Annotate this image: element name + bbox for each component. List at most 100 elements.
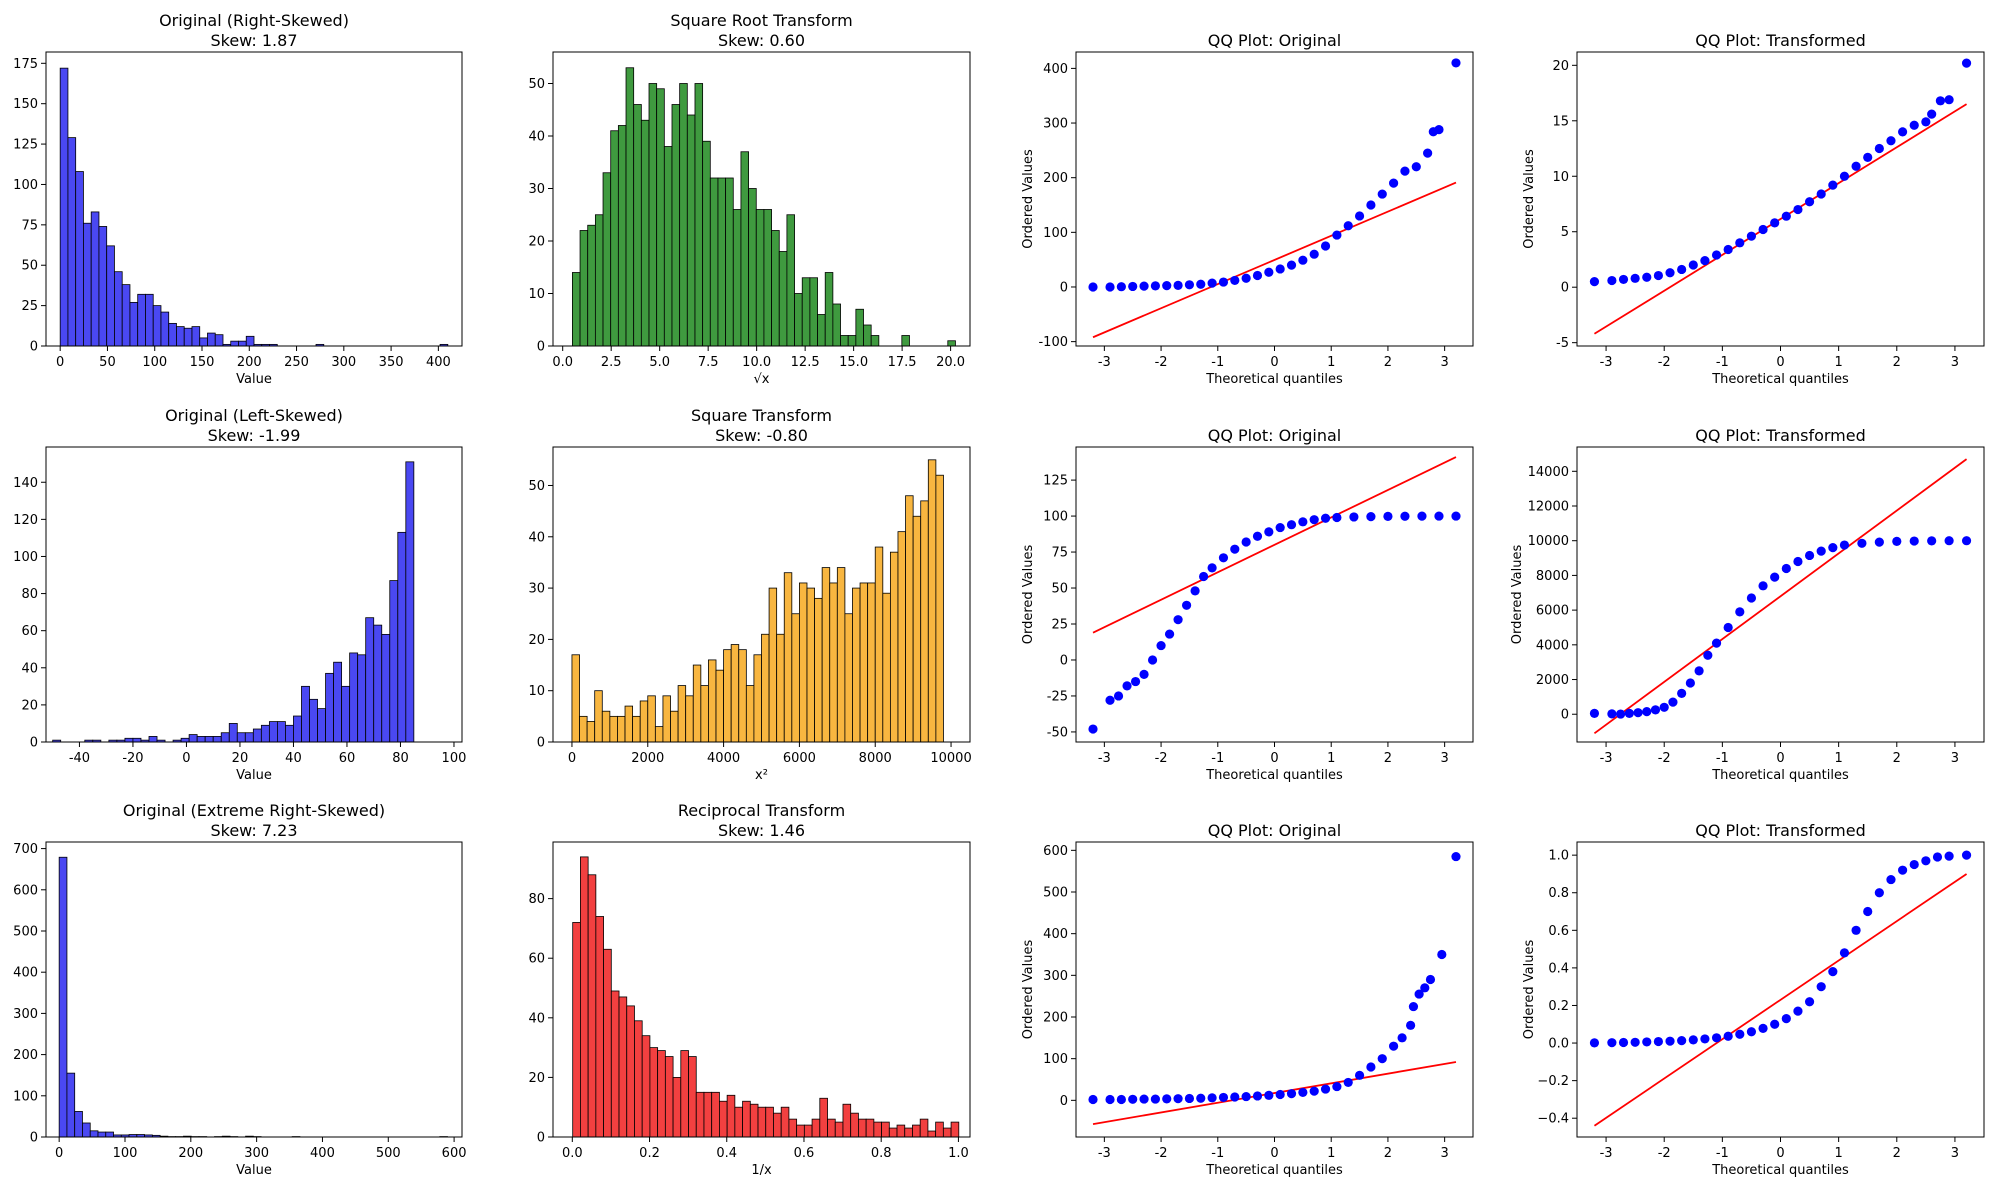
histogram-bar — [874, 546, 884, 743]
y-tick-label: 75 — [1051, 546, 1068, 561]
qq-point — [1408, 1001, 1419, 1012]
histogram-bar — [317, 708, 326, 743]
qq-point — [1944, 95, 1954, 105]
x-tick-label: -3 — [1600, 751, 1613, 766]
x-tick-label: 60 — [339, 751, 356, 766]
histogram-bar — [285, 724, 294, 743]
qq-point — [1190, 586, 1200, 596]
histogram-bar — [641, 1035, 651, 1138]
qq-point — [1618, 274, 1629, 285]
qq-point — [1723, 1031, 1733, 1041]
x-tick-label: 200 — [237, 355, 262, 370]
qq-point — [1389, 1041, 1399, 1051]
chart-panel-5: -40 -20 0 20 40 60 80 100 0 20 40 60 80 100 120 140 Valu… — [13, 406, 466, 783]
histogram-bar — [617, 125, 627, 347]
qq-point — [1400, 166, 1410, 176]
axes-frame — [552, 446, 971, 743]
x-tick-label: 0 — [1270, 355, 1278, 370]
qq-point — [1207, 563, 1217, 573]
qq-point — [1909, 120, 1919, 130]
qq-point — [1863, 906, 1873, 917]
x-tick-label: 2 — [1384, 1146, 1392, 1161]
histogram-bar — [389, 580, 399, 743]
axes-frame — [1576, 841, 1985, 1138]
y-tick-label: 75 — [21, 218, 38, 233]
qq-point — [1630, 273, 1640, 283]
histogram-bar — [152, 305, 162, 347]
y-tick-label: 100 — [13, 1089, 38, 1104]
x-tick-label: 10.0 — [742, 355, 771, 370]
qq-point — [1758, 1023, 1768, 1033]
histogram-bar — [624, 705, 634, 743]
qq-point — [1366, 1062, 1376, 1072]
qq-point — [1828, 967, 1838, 977]
histogram-bar — [873, 1121, 882, 1138]
y-tick-label: 10 — [528, 287, 545, 302]
histogram-bar — [771, 230, 780, 347]
histogram-bar — [571, 272, 581, 347]
qq-point — [1122, 681, 1132, 691]
y-tick-label: 300 — [13, 1007, 38, 1022]
x-tick-label: 8000 — [859, 751, 892, 766]
qq-point — [1173, 280, 1183, 290]
histogram-bar — [639, 700, 649, 743]
chart-title: Original (Extreme Right-Skewed) — [123, 801, 385, 820]
histogram-bar — [114, 271, 123, 347]
chart-panel-10: 0.0 0.2 0.4 0.6 0.8 1.0 0 20 40 60 80 1/x Reciprocal… — [528, 801, 971, 1178]
y-tick-label: 200 — [13, 1048, 38, 1063]
histogram-bar — [220, 732, 230, 743]
histogram-bar — [734, 1106, 743, 1138]
histogram-bar — [695, 1091, 705, 1138]
x-tick-label: 50 — [99, 355, 116, 370]
histogram-bar — [579, 230, 589, 347]
histogram-bar — [106, 245, 115, 347]
qq-point — [1688, 1035, 1698, 1045]
qq-point — [1927, 536, 1937, 546]
qq-point — [1241, 1091, 1251, 1102]
histogram-bar — [834, 1121, 844, 1138]
qq-point — [1173, 615, 1183, 625]
histogram-bar — [207, 332, 216, 347]
qq-point — [1343, 1077, 1353, 1088]
histogram-bar — [586, 721, 596, 743]
chart-subtitle: Skew: -0.80 — [715, 426, 808, 445]
qq-point — [1275, 1089, 1285, 1100]
qq-point — [1309, 515, 1319, 525]
x-tick-label: 0.8 — [871, 1146, 892, 1161]
x-axis-label: Value — [236, 1163, 272, 1178]
histogram-bar — [277, 721, 286, 743]
histogram-bar — [796, 1124, 805, 1138]
y-axis-label: Ordered Values — [1021, 545, 1036, 645]
qq-point — [1932, 852, 1943, 862]
y-tick-label: 100 — [13, 178, 38, 193]
chart-panel-7: -3 -2 -1 0 1 2 3 -50 -25 0 25 50 75 100 125 Theoretical… — [1021, 426, 1474, 783]
qq-point — [1961, 58, 1972, 68]
x-axis-label: Theoretical quantiles — [1205, 1163, 1343, 1178]
y-tick-label: 125 — [13, 138, 38, 153]
histogram-bar — [587, 874, 597, 1138]
histogram-bar — [763, 209, 772, 347]
x-tick-label: 40 — [285, 751, 302, 766]
x-axis-label: Theoretical quantiles — [1205, 372, 1343, 387]
y-tick-label: 100 — [1043, 510, 1068, 525]
qq-point — [1659, 702, 1669, 712]
chart-panel-6: 0 2000 4000 6000 8000 10000 0 10 20 30 40 50 x² Squar… — [528, 406, 971, 783]
qq-point — [1746, 593, 1757, 603]
y-tick-label: 30 — [528, 582, 545, 597]
histogram-bar — [847, 335, 857, 347]
histogram-bar — [664, 1056, 674, 1138]
qq-point — [1320, 1084, 1331, 1094]
y-tick-label: 12000 — [1528, 500, 1569, 515]
qq-point — [1909, 536, 1919, 546]
x-tick-label: -1 — [1211, 355, 1224, 370]
histogram-bar — [778, 251, 788, 347]
qq-point — [1804, 550, 1815, 561]
qq-point — [1677, 1036, 1687, 1046]
x-tick-label: 500 — [376, 1146, 401, 1161]
x-tick-label: 3 — [1441, 751, 1449, 766]
x-tick-label: -1 — [1716, 751, 1729, 766]
qq-point — [1886, 874, 1896, 885]
histogram-bar — [268, 721, 278, 743]
qq-point — [1105, 695, 1115, 705]
histogram-bar — [783, 572, 793, 743]
